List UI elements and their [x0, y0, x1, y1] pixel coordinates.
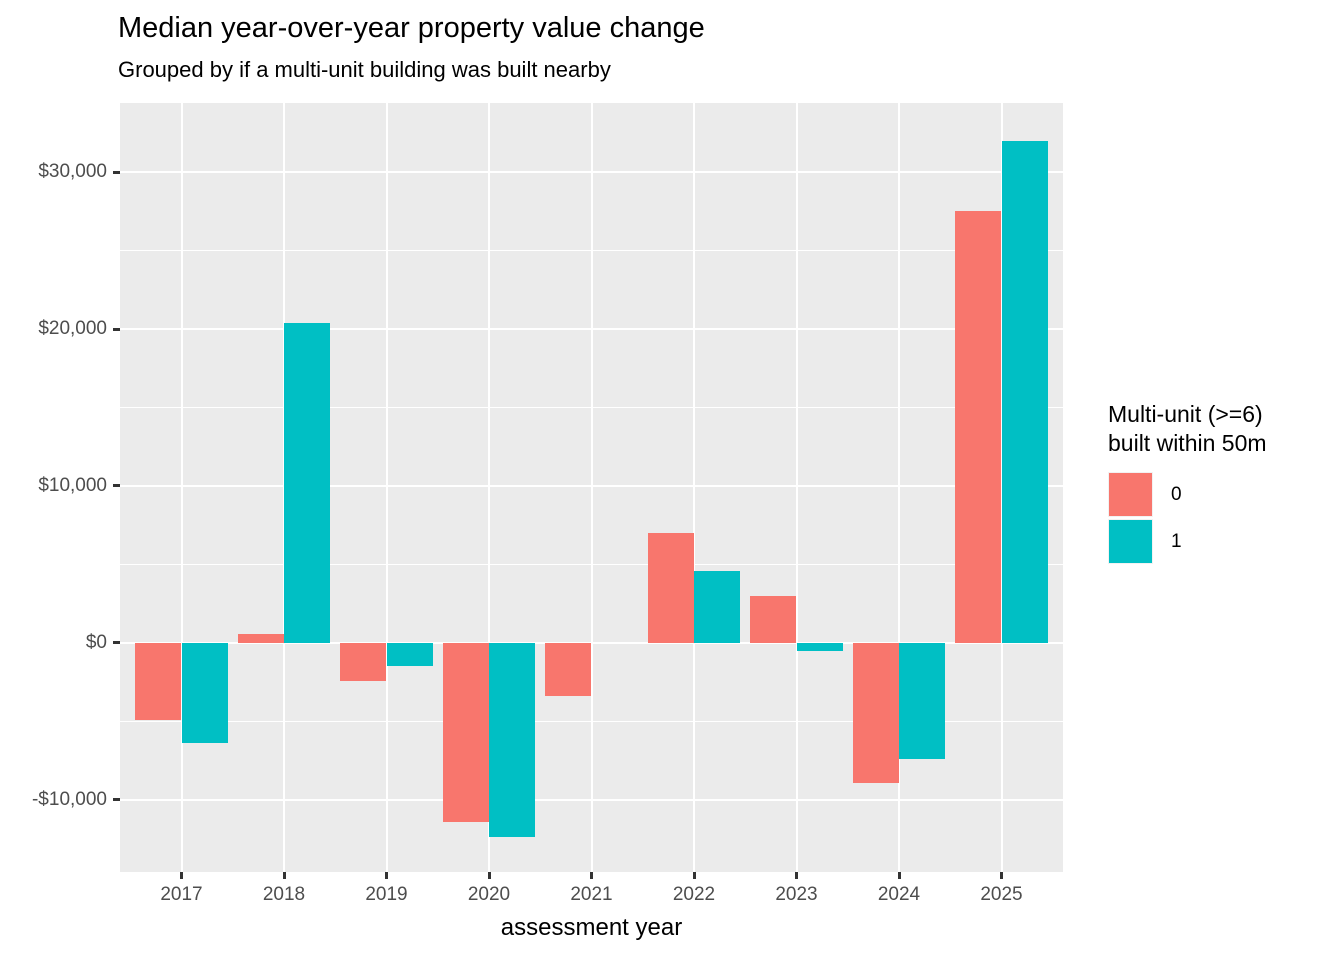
x-tick-mark: [1000, 872, 1003, 879]
gridline-y-major: [120, 171, 1063, 174]
gridline-x-2021: [590, 103, 593, 872]
bar-2021-0: [545, 642, 592, 697]
legend-title-line-2: built within 50m: [1108, 430, 1267, 456]
bar-2025-0: [955, 211, 1002, 643]
x-tick-mark: [385, 872, 388, 879]
legend-item-0: 0: [1108, 472, 1338, 517]
x-tick-label: 2017: [160, 884, 203, 905]
legend-title-line-1: Multi-unit (>=6): [1108, 401, 1263, 427]
gridline-y-minor: [120, 406, 1063, 409]
y-tick-label: $30,000: [38, 161, 107, 183]
bar-2023-1: [796, 642, 843, 651]
bar-2018-0: [237, 633, 284, 643]
x-tick-mark: [282, 872, 286, 879]
gridline-x-2020: [488, 103, 490, 872]
y-tick-mark: [113, 641, 120, 645]
y-tick-mark: [113, 798, 120, 802]
y-tick-label: -$10,000: [31, 788, 107, 810]
bar-2022-0: [647, 533, 694, 643]
bar-2018-1: [284, 322, 331, 643]
gridline-y-major: [120, 484, 1063, 487]
gridline-x-2019: [385, 103, 388, 872]
y-tick-mark: [113, 484, 120, 488]
bar-2019-0: [340, 642, 387, 681]
bar-2024-1: [899, 642, 946, 759]
gridline-x-2024: [898, 103, 900, 872]
x-tick-label: 2018: [262, 884, 306, 905]
legend-title: Multi-unit (>=6) built within 50m: [1108, 400, 1338, 458]
chart-title: Median year-over-year property value cha…: [118, 12, 705, 44]
plot-panel: [120, 103, 1063, 872]
y-tick-label: $0: [85, 631, 107, 653]
x-tick-label: 2021: [570, 884, 613, 905]
x-tick-mark: [180, 872, 183, 879]
gridline-x-2017: [180, 103, 183, 872]
x-tick-mark: [795, 872, 798, 879]
y-tick-mark: [113, 327, 120, 331]
x-tick-label: 2022: [672, 884, 716, 905]
bar-2020-0: [442, 642, 489, 822]
bar-2023-0: [750, 595, 797, 643]
gridline-y-minor: [120, 720, 1063, 723]
legend-item-label: 0: [1171, 483, 1182, 505]
legend-key-0: [1108, 472, 1153, 517]
gridline-y-major: [120, 798, 1063, 801]
x-tick-mark: [590, 872, 593, 879]
gridline-y-major: [120, 641, 1063, 644]
gridline-x-2023: [795, 103, 798, 872]
bar-2019-1: [386, 642, 433, 667]
x-tick-mark: [487, 872, 491, 879]
legend-key-1: [1108, 519, 1153, 564]
bar-2017-1: [181, 642, 228, 744]
chart-subtitle: Grouped by if a multi-unit building was …: [118, 57, 611, 82]
bar-2024-0: [852, 642, 899, 783]
y-tick-label: $10,000: [38, 474, 107, 496]
bar-2020-1: [489, 642, 536, 838]
legend-item-label: 1: [1171, 530, 1182, 552]
x-tick-mark: [897, 872, 901, 879]
x-axis-title: assessment year: [500, 914, 683, 941]
bar-2017-0: [135, 642, 182, 720]
legend-item-1: 1: [1108, 519, 1338, 564]
y-tick-mark: [113, 170, 120, 174]
legend-swatch-0: [1109, 473, 1152, 516]
bar-2022-1: [694, 570, 741, 643]
gridline-y-minor: [120, 249, 1063, 252]
x-tick-label: 2024: [877, 884, 921, 905]
x-tick-label: 2025: [980, 884, 1023, 905]
x-tick-label: 2023: [775, 884, 818, 905]
gridline-y-major: [120, 328, 1063, 330]
gridline-x-2022: [693, 103, 695, 872]
x-tick-label: 2020: [467, 884, 511, 905]
gridline-y-minor: [120, 563, 1063, 566]
y-tick-label: $20,000: [38, 318, 107, 339]
bar-2025-1: [1001, 140, 1048, 643]
legend-swatch-1: [1109, 520, 1152, 563]
x-tick-mark: [692, 872, 696, 879]
x-tick-label: 2019: [365, 884, 408, 905]
